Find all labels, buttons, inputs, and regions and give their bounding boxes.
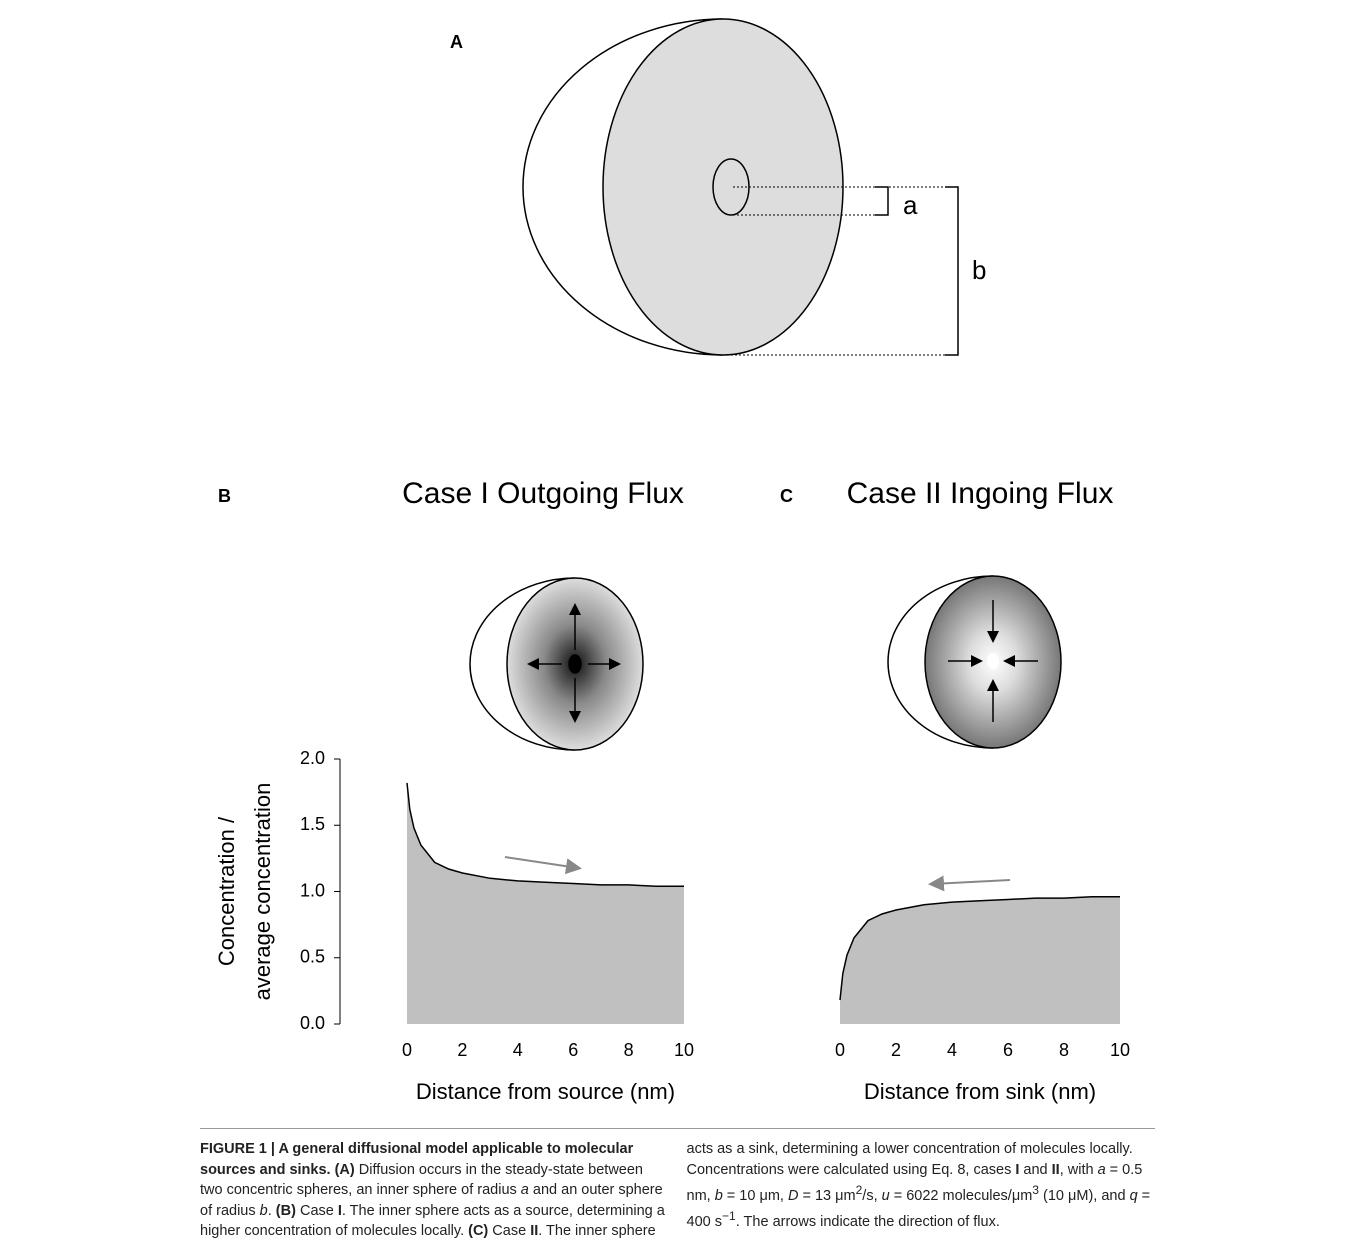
caption-text: /s, [862,1188,881,1204]
caption-text: , with [1060,1162,1098,1178]
y-tick-label: 1.0 [300,880,325,900]
x-tick-label: 10 [1110,1040,1130,1060]
x-tick-label: 4 [513,1040,523,1060]
x-tick-label: 6 [1003,1040,1013,1060]
caption-text: = 6022 molecules/μm [890,1188,1033,1204]
caption: FIGURE 1 | A general diffusional model a… [200,1128,1155,1242]
bracket-b [945,187,958,355]
inner-sphere [713,159,749,215]
caption-text: q [1130,1188,1138,1204]
caption-text: Case [296,1203,338,1219]
y-tick-label: 0.0 [300,1013,325,1033]
caption-text: D [788,1188,798,1204]
caption-text: = 10 μm, [723,1188,788,1204]
caption-text: (C) [468,1223,488,1239]
flux-arrow [932,880,1010,884]
caption-text: . The arrows indicate the direction of f… [736,1214,1000,1230]
caption-text: b [715,1188,723,1204]
panel-a [523,19,958,355]
caption-text: b [260,1203,268,1219]
x-tick-label: 6 [568,1040,578,1060]
caption-text: a [1098,1162,1106,1178]
area-fill [840,897,1120,1024]
chart-title: Case II Ingoing Flux [847,477,1114,510]
y-axis-label: Concentration / [214,816,239,966]
caption-text: 3 [1032,1183,1039,1197]
x-tick-label: 8 [1059,1040,1069,1060]
caption-text: Case [488,1223,530,1239]
figure: A a b B Case I Outgoing Flux 0 2 4 6 8 10 0.0 0.5… [0,0,1354,1125]
radius-label: b [972,255,986,285]
caption-text: −1 [722,1209,736,1223]
x-axis-label: Distance from source (nm) [416,1079,675,1104]
caption-text: (10 μM), and [1039,1188,1130,1204]
y-tick-label: 2.0 [300,748,325,768]
panel-label: A [450,32,463,52]
panel-label: C [780,486,793,506]
x-tick-label: 0 [402,1040,412,1060]
sink-icon [888,576,1061,748]
x-tick-label: 2 [457,1040,467,1060]
x-tick-label: 2 [891,1040,901,1060]
flux-arrow [505,857,578,868]
caption-text: II [1052,1162,1060,1178]
caption-text: a [521,1182,529,1198]
x-tick-label: 4 [947,1040,957,1060]
caption-text: u [882,1188,890,1204]
x-axis-label: Distance from sink (nm) [864,1079,1096,1104]
y-axis-label: average concentration [250,783,275,1001]
panel-label: B [218,486,231,506]
caption-text: and [1019,1162,1051,1178]
x-tick-label: 0 [835,1040,845,1060]
caption-text: (B) [276,1203,296,1219]
bracket-a [875,187,888,215]
caption-text: = 13 μm [798,1188,855,1204]
y-tick-label: 1.5 [300,814,325,834]
source-icon [470,578,643,750]
chart-title: Case I Outgoing Flux [402,477,684,510]
x-tick-label: 10 [674,1040,694,1060]
page: A a b B Case I Outgoing Flux 0 2 4 6 8 10 0.0 0.5… [0,0,1354,1254]
radius-label: a [903,190,918,220]
area-fill [407,783,684,1024]
caption-text: . [268,1203,276,1219]
x-tick-label: 8 [624,1040,634,1060]
y-tick-label: 0.5 [300,947,325,967]
